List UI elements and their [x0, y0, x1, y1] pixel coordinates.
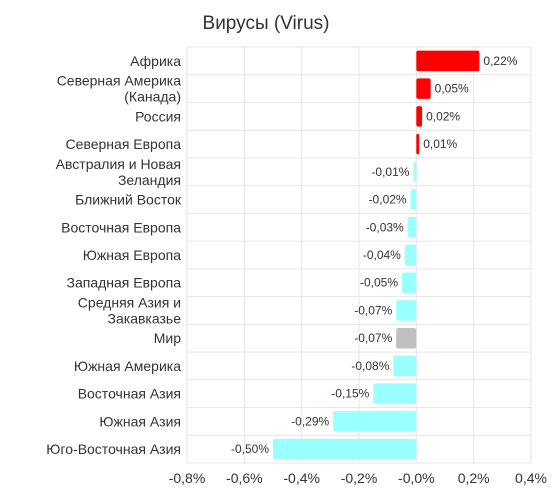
data-label: 0,02%: [426, 109, 460, 123]
grid-layer: [186, 46, 532, 464]
x-tick-label: 0,2%: [458, 470, 490, 486]
category-label: Западная Европа: [67, 275, 182, 291]
data-label: -0,07%: [354, 331, 392, 345]
bar: [373, 383, 417, 404]
data-label: -0,08%: [351, 359, 389, 373]
x-tick-label: -0,8%: [169, 470, 206, 486]
category-label: Россия: [135, 108, 181, 124]
category-label: Южная Америка: [74, 358, 181, 374]
bar: [396, 300, 417, 321]
x-tick-label: -0,2%: [341, 470, 378, 486]
data-label: -0,50%: [231, 442, 269, 456]
category-label-line: Северная Америка: [57, 73, 182, 89]
category-label-line: Западная Европа: [67, 275, 182, 291]
category-label-line: Зеландия: [118, 172, 181, 188]
label-layer: 0,22% 0,05% 0,02% 0,01% -0,01% -0,02% -0,03% -0…: [231, 54, 518, 456]
category-label: Северная Европа: [66, 136, 182, 152]
category-label: Африка: [130, 53, 181, 69]
x-tick-label: 0,4%: [515, 470, 547, 486]
category-label-line: Юго-Восточная Азия: [46, 441, 181, 457]
data-label: -0,02%: [369, 193, 407, 207]
data-label: -0,03%: [366, 220, 404, 234]
bar: [393, 355, 417, 377]
category-label: Северная Америка (Канада): [57, 73, 182, 105]
category-label-line: Южная Америка: [74, 358, 181, 374]
axis-layer: -0,8% -0,6% -0,4% -0,2% -0,0% 0,2% 0,4% Африка С…: [46, 53, 547, 486]
category-label: Австралия и Новая Зеландия: [56, 156, 181, 188]
category-label: Мир: [154, 330, 181, 346]
data-label: -0,01%: [371, 165, 409, 179]
data-label: 0,01%: [423, 137, 457, 151]
category-label-line: Восточная Европа: [61, 219, 181, 235]
data-label: -0,04%: [363, 248, 401, 262]
bar: [410, 189, 417, 210]
category-label-line: Россия: [135, 108, 181, 124]
category-label-line: Закавказье: [108, 310, 182, 326]
category-label: Восточная Европа: [61, 219, 181, 235]
bar-layer: [273, 50, 480, 460]
category-label-line: Южная Европа: [83, 247, 181, 263]
category-label: Средняя Азия и Закавказье: [78, 294, 181, 326]
category-label: Южная Азия: [99, 413, 181, 429]
x-tick-label: -0,4%: [283, 470, 320, 486]
data-label: -0,29%: [291, 414, 329, 428]
category-label-line: Африка: [130, 53, 181, 69]
category-label: Юго-Восточная Азия: [46, 441, 181, 457]
category-label-line: Средняя Азия и: [78, 294, 181, 310]
bar: [407, 217, 417, 238]
data-label: -0,15%: [331, 387, 369, 401]
x-tick-label: -0,0%: [398, 470, 435, 486]
data-label: -0,07%: [354, 303, 392, 317]
bar: [333, 411, 417, 432]
bar: [273, 438, 417, 460]
data-label: -0,05%: [360, 276, 398, 290]
bar: [416, 50, 480, 72]
bar: [413, 161, 417, 183]
category-label-line: Ближний Восток: [75, 192, 182, 208]
data-label: 0,22%: [483, 54, 517, 68]
bar: [416, 106, 423, 127]
data-label: 0,05%: [435, 82, 469, 96]
bar: [402, 272, 417, 293]
x-tick-label: -0,6%: [226, 470, 263, 486]
bar: [404, 244, 417, 266]
bar: [416, 133, 420, 155]
chart-title: Вирусы (Virus): [203, 13, 330, 34]
bar: [396, 327, 417, 349]
category-label: Восточная Азия: [78, 386, 181, 402]
category-label-line: Восточная Азия: [78, 386, 181, 402]
bar: [416, 78, 431, 99]
category-label-line: Австралия и Новая: [56, 156, 181, 172]
category-label-line: Мир: [154, 330, 181, 346]
category-label: Южная Европа: [83, 247, 181, 263]
category-label-line: Южная Азия: [99, 413, 181, 429]
category-label-line: (Канада): [124, 89, 181, 105]
category-label-line: Северная Европа: [66, 136, 182, 152]
category-label: Ближний Восток: [75, 192, 182, 208]
